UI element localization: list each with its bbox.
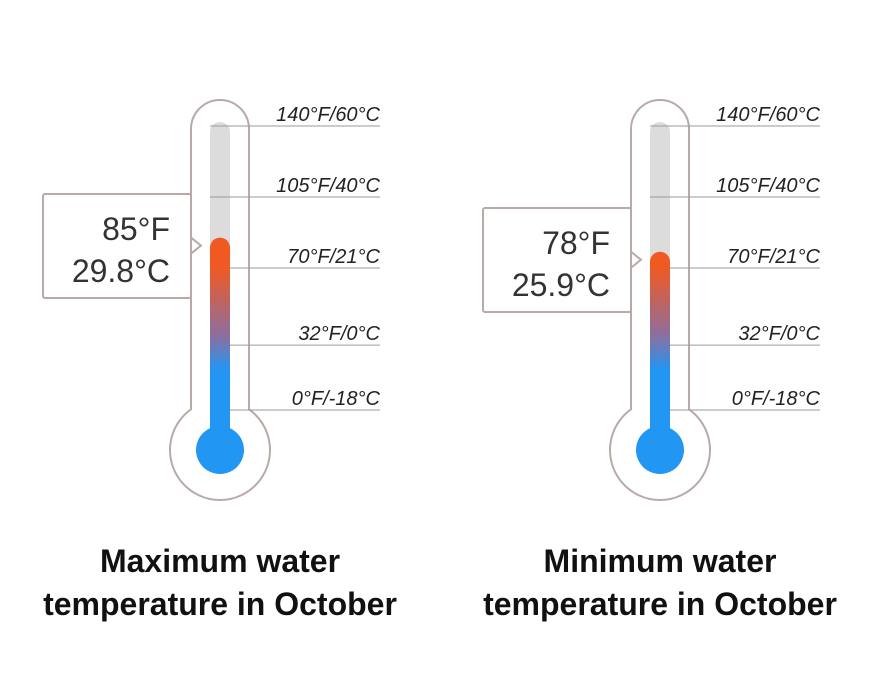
mercury-column bbox=[650, 251, 670, 450]
chart-title-line-1: Minimum water bbox=[543, 543, 777, 579]
chart-title-line-2: temperature in October bbox=[43, 586, 397, 622]
callout-pointer bbox=[630, 250, 643, 269]
temperature-callout-min: 78°F 25.9°C bbox=[482, 206, 632, 313]
tick-label: 140°F/60°C bbox=[276, 104, 380, 126]
tick-label: 0°F/-18°C bbox=[732, 388, 821, 410]
mercury-column bbox=[210, 237, 230, 450]
callout-fahrenheit: 85°F bbox=[102, 210, 170, 247]
callout-celsius: 29.8°C bbox=[71, 252, 170, 289]
callout-fahrenheit: 78°F bbox=[542, 224, 610, 261]
thermometer-panel-max: 0°F/-18°C 32°F/0°C 70°F/21°C 105°F/40°C 140°… bbox=[0, 99, 440, 626]
callout-pointer bbox=[190, 236, 203, 255]
thermometer-chart-max: 0°F/-18°C 32°F/0°C 70°F/21°C 105°F/40°C 140°… bbox=[169, 99, 381, 501]
mercury-bulb bbox=[636, 426, 684, 474]
chart-title-line-1: Maximum water bbox=[99, 543, 341, 579]
chart-title-min: Minimum water temperature in October bbox=[440, 540, 880, 626]
chart-title-line-2: temperature in October bbox=[483, 586, 837, 622]
tick-label: 32°F/0°C bbox=[738, 323, 820, 345]
chart-title-max: Maximum water temperature in October bbox=[0, 540, 440, 626]
tick-label: 105°F/40°C bbox=[276, 175, 380, 197]
tick-label: 32°F/0°C bbox=[298, 323, 380, 345]
tick-label: 70°F/21°C bbox=[727, 246, 820, 268]
thermometer-chart-min: 0°F/-18°C 32°F/0°C 70°F/21°C 105°F/40°C 140°… bbox=[609, 99, 821, 501]
thermometer-panel-min: 0°F/-18°C 32°F/0°C 70°F/21°C 105°F/40°C 140°… bbox=[440, 0, 880, 680]
mercury-bulb bbox=[196, 426, 244, 474]
callout-celsius: 25.9°C bbox=[511, 266, 610, 303]
tick-label: 0°F/-18°C bbox=[292, 388, 381, 410]
tick-label: 105°F/40°C bbox=[716, 175, 820, 197]
tick-label: 140°F/60°C bbox=[716, 104, 820, 126]
tick-label: 70°F/21°C bbox=[287, 246, 380, 268]
temperature-callout-max: 85°F 29.8°C bbox=[42, 192, 192, 299]
